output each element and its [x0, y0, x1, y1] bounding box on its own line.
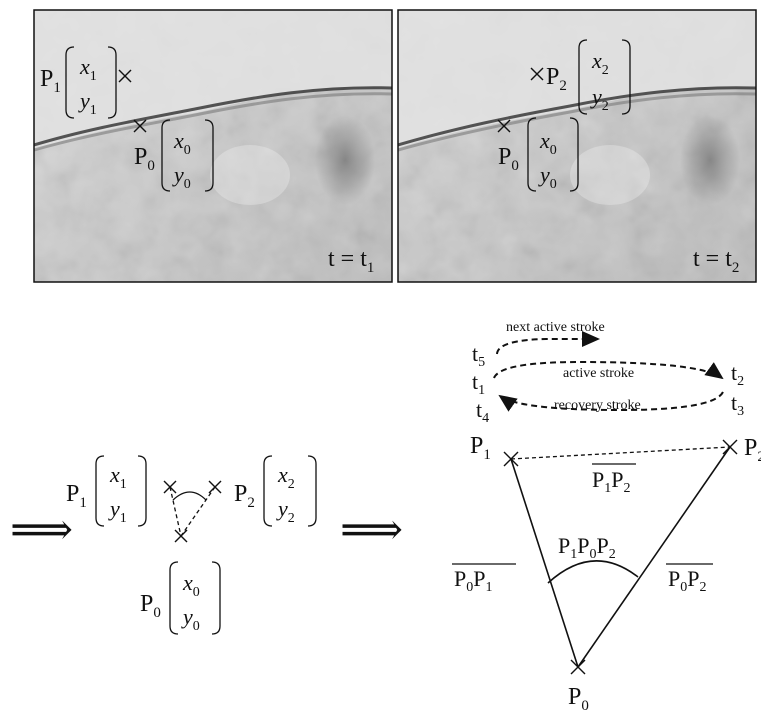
triangle-vertex-p2: P2: [744, 435, 761, 465]
svg-text:P0: P0: [498, 144, 519, 174]
svg-text:y0: y0: [538, 162, 557, 192]
svg-text:y0: y0: [181, 604, 200, 634]
panel2-time-label: t = t2: [693, 246, 739, 276]
segment-p0p1-label: P0P1: [452, 563, 516, 595]
panel1-point-p0-label: P0 x0 y0: [134, 119, 214, 192]
svg-text:P2: P2: [234, 481, 255, 511]
svg-text:P0: P0: [140, 591, 161, 621]
svg-text:x1: x1: [79, 54, 97, 84]
svg-text:P1P2: P1P2: [592, 467, 631, 496]
svg-text:x0: x0: [182, 570, 200, 600]
triangle-vertex-p1: P1: [470, 433, 491, 463]
svg-text:x0: x0: [173, 128, 191, 158]
angle-label: P1P0P2: [558, 533, 616, 562]
panel2-p0-cross-icon: [497, 119, 511, 133]
segment-p1p2-label: P1P2: [592, 463, 636, 496]
triangle-vertex-p0: P0: [568, 684, 589, 714]
segment-p0p2-label: P0P2: [666, 563, 713, 595]
angle-triangle-diagram: P1 P2 P0 P1P2 P0P1 P0P2 P1P0P2: [452, 433, 761, 714]
panel1-p1-cross-icon: [118, 69, 132, 83]
svg-text:x2: x2: [591, 48, 609, 78]
svg-text:P0P1: P0P1: [454, 566, 493, 595]
segment-p0-p2-line: [577, 446, 731, 668]
time-label-t1: t1: [472, 369, 485, 398]
svg-text:y1: y1: [78, 88, 97, 118]
svg-text:P1: P1: [40, 66, 61, 96]
implies-arrow-right: ⟹: [340, 505, 403, 554]
active-stroke-arrow: [493, 360, 724, 380]
panel1-point-p1-label: P1 x1 y1: [40, 46, 117, 119]
implies-arrow-left: ⟹: [10, 505, 73, 554]
angle-arc: [547, 560, 639, 584]
svg-text:y0: y0: [172, 162, 191, 192]
next-active-stroke-label: next active stroke: [506, 320, 605, 335]
triangle-p2-cross-icon: [722, 439, 738, 455]
panel2-point-p0-label: P0 x0 y0: [498, 117, 579, 192]
next-active-stroke-arrow: [496, 331, 600, 355]
middle-point-p0-label: P0 x0 y0: [140, 561, 221, 635]
svg-text:y1: y1: [108, 496, 127, 526]
active-stroke-label: active stroke: [563, 366, 634, 381]
svg-text:y2: y2: [590, 84, 609, 114]
stroke-cycle-diagram: next active stroke active stroke recover…: [472, 320, 744, 426]
time-label-t4: t4: [476, 397, 489, 426]
recovery-stroke-label: recovery stroke: [554, 398, 641, 413]
svg-text:x0: x0: [539, 128, 557, 158]
svg-text:P1: P1: [66, 481, 87, 511]
middle-point-p2-label: P2 x2 y2: [234, 455, 317, 527]
time-label-t5: t5: [472, 341, 485, 370]
segment-p0-p1-line: [510, 458, 579, 668]
segment-p1-p2-line: [510, 446, 731, 460]
panel1-p0-cross-icon: [133, 119, 147, 133]
svg-text:P2: P2: [546, 64, 567, 94]
time-label-t2: t2: [731, 360, 744, 389]
svg-text:x1: x1: [109, 462, 127, 492]
svg-text:x2: x2: [277, 462, 295, 492]
svg-text:P0P2: P0P2: [668, 566, 707, 595]
svg-text:P0: P0: [134, 144, 155, 174]
middle-point-p1-label: P1 x1 y1: [66, 455, 147, 527]
triangle-p1-cross-icon: [503, 451, 519, 467]
panel2-p2-cross-icon: [530, 67, 544, 81]
micrograph-t2: [397, 9, 757, 283]
panel2-point-p2-label: P2 x2 y2: [546, 39, 631, 115]
svg-text:y2: y2: [276, 496, 295, 526]
triangle-p0-cross-icon: [570, 659, 586, 675]
middle-angle-sketch: [163, 480, 222, 543]
panel1-time-label: t = t1: [328, 246, 374, 276]
time-label-t3: t3: [731, 390, 744, 419]
